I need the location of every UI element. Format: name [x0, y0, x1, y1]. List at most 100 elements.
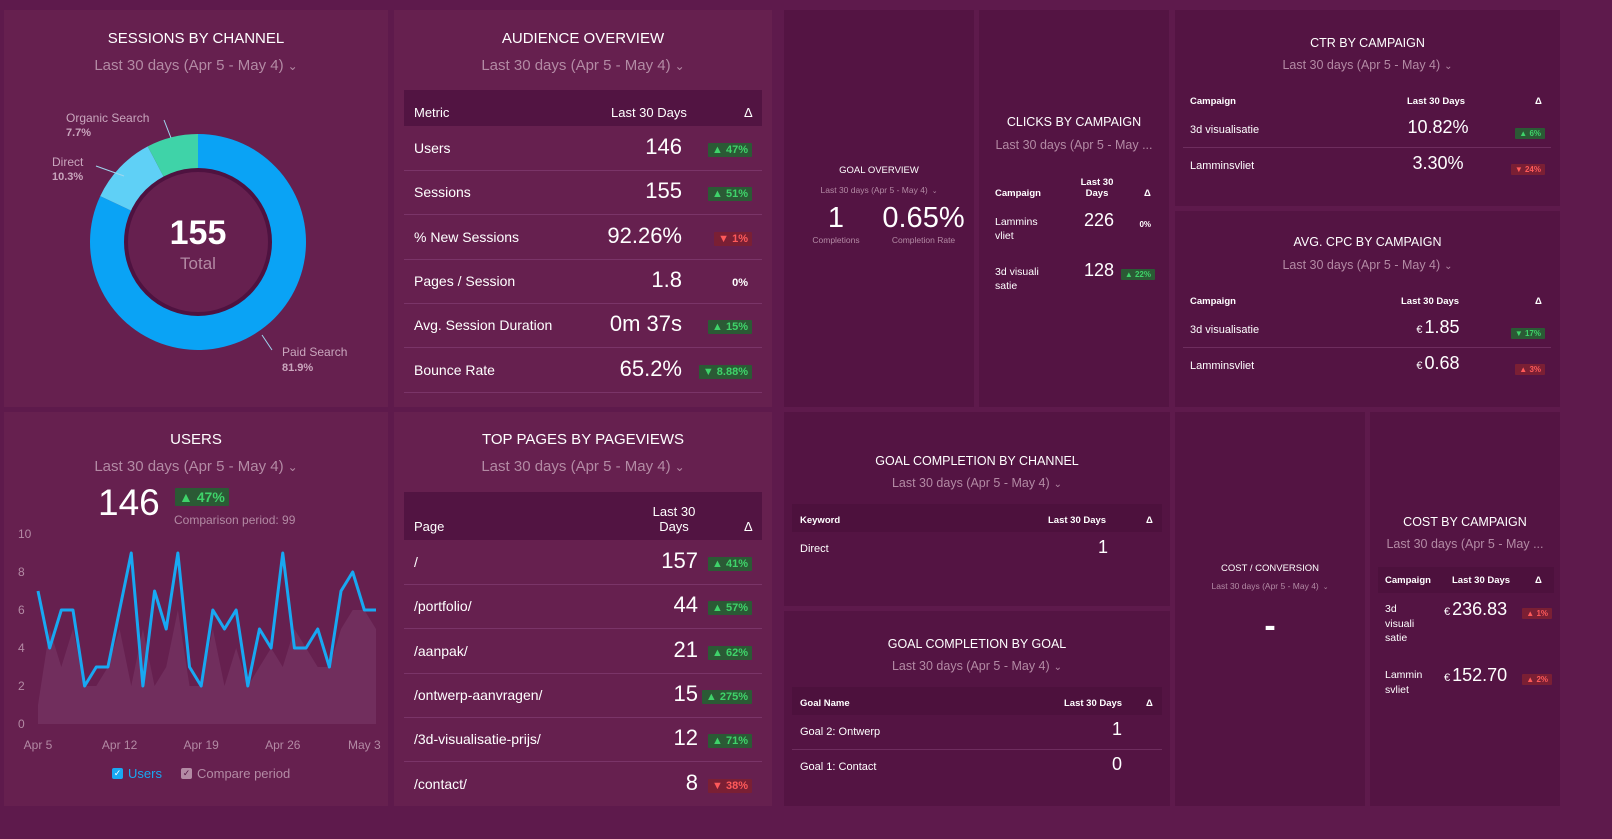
- cost-conversion-widget: COST / CONVERSION Last 30 days (Apr 5 - …: [1175, 412, 1365, 806]
- value-cell: 8: [685, 769, 698, 795]
- delta-cell: ▲ 6%: [1515, 123, 1545, 141]
- donut-chart: 155 Total Organic Search 7.7% Direct 10.…: [52, 111, 347, 374]
- delta-badge: ▲ 62%: [708, 645, 752, 660]
- header-campaign: Campaign: [1385, 575, 1431, 586]
- currency-symbol: €: [1416, 360, 1423, 372]
- campaign-cell: Lammins vliet: [995, 216, 1038, 242]
- header-last30: Last 30 Days: [652, 504, 696, 534]
- page-cell[interactable]: /aanpak/: [414, 642, 468, 659]
- goal-by-goal-widget: GOAL COMPLETION BY GOAL Last 30 days (Ap…: [784, 611, 1170, 806]
- goal-by-channel-widget: GOAL COMPLETION BY CHANNEL Last 30 days …: [784, 412, 1170, 606]
- page-cell[interactable]: /3d-visualisatie-prijs/: [414, 731, 541, 748]
- legend-compare[interactable]: ✓ Compare period: [181, 766, 291, 781]
- delta-badge: ▲ 57%: [708, 601, 752, 616]
- delta-cell: ▲ 51%: [708, 184, 752, 202]
- header-delta: Δ: [744, 105, 753, 120]
- header-delta: Δ: [1146, 515, 1153, 526]
- header-delta: Δ: [1144, 188, 1151, 199]
- metric-cell: % New Sessions: [414, 228, 520, 245]
- header-last30: Last 30 Days: [1048, 515, 1107, 526]
- table-row: % New Sessions 92.26% ▼ 1%: [404, 215, 762, 260]
- rate-value: 0.65%: [882, 202, 965, 234]
- chevron-down-icon: ⌄: [287, 460, 298, 474]
- chevron-down-icon: ⌄: [931, 188, 938, 195]
- currency-symbol: €: [1416, 324, 1423, 336]
- comparison-period: Comparison period: 99: [174, 513, 296, 527]
- value-cell: 0: [1111, 754, 1122, 774]
- campaign-cell: 3d visuali satie: [1385, 603, 1415, 644]
- delta-cell: ▲ 1%: [1522, 603, 1552, 621]
- label-paid-search: Paid Search: [282, 345, 347, 359]
- widget-title: AVG. CPC BY CAMPAIGN: [1293, 235, 1442, 249]
- audience-overview-widget: AUDIENCE OVERVIEW Last 30 days (Apr 5 - …: [394, 10, 772, 407]
- value-cell: €1.85: [1403, 317, 1473, 338]
- period-selector[interactable]: Last 30 days (Apr 5 - May 4) ⌄: [481, 458, 685, 475]
- metric-cell: Pages / Session: [414, 272, 516, 289]
- delta-badge: ▲ 47%: [708, 143, 752, 157]
- rate-label: Completion Rate: [891, 235, 956, 245]
- period-selector[interactable]: Last 30 days (Apr 5 - May 4) ⌄: [820, 185, 938, 195]
- widget-title: COST BY CAMPAIGN: [1403, 515, 1527, 529]
- top-pages-widget: TOP PAGES BY PAGEVIEWS Last 30 days (Apr…: [394, 412, 772, 806]
- period-selector[interactable]: Last 30 days (Apr 5 - May 4) ⌄: [891, 659, 1063, 673]
- completions-label: Completions: [812, 235, 860, 245]
- value-cell: 1: [1097, 537, 1108, 557]
- page-cell[interactable]: /: [414, 554, 418, 570]
- period-selector[interactable]: Last 30 days (Apr 5 - May 4) ⌄: [94, 458, 298, 475]
- delta-cell: ▲ 22%: [1120, 264, 1155, 282]
- campaign-cell: 3d visualisatie: [1190, 324, 1260, 336]
- y-tick-label: 8: [18, 565, 25, 579]
- table-row: Lammins vliet 226 0%: [987, 206, 1161, 254]
- clicks-by-campaign-widget: CLICKS BY CAMPAIGN Last 30 days (Apr 5 -…: [979, 10, 1169, 407]
- header-last30: Last 30 Days: [1064, 698, 1123, 709]
- table-row: 3d visualisatie 10.82% ▲ 6%: [1183, 112, 1551, 148]
- y-tick-label: 6: [18, 603, 25, 617]
- value-cell: 65.2%: [619, 355, 682, 381]
- metric-cell: Avg. Session Duration: [414, 317, 553, 334]
- donut-total: 155: [170, 214, 227, 252]
- period-selector[interactable]: Last 30 days (Apr 5 - May ...: [995, 138, 1153, 152]
- legend-users[interactable]: ✓ Users: [112, 766, 162, 781]
- header-delta: Δ: [1535, 296, 1542, 307]
- header-last30: Last 30 Days: [1407, 96, 1466, 107]
- period-selector[interactable]: Last 30 days (Apr 5 - May 4) ⌄: [891, 476, 1063, 490]
- delta-cell: ▲ 3%: [1515, 359, 1545, 377]
- delta-cell: ▲ 2%: [1522, 669, 1552, 687]
- ctr-by-campaign-widget: CTR BY CAMPAIGN Last 30 days (Apr 5 - Ma…: [1175, 10, 1560, 206]
- sessions-by-channel-widget: SESSIONS BY CHANNEL Last 30 days (Apr 5 …: [4, 10, 388, 407]
- table-row: Avg. Session Duration 0m 37s ▲ 15%: [404, 303, 762, 349]
- page-cell[interactable]: /contact/: [414, 775, 467, 792]
- table-row: 3d visuali satie €236.83 ▲ 1%: [1378, 596, 1554, 658]
- completions-value: 1: [827, 202, 845, 234]
- period-selector[interactable]: Last 30 days (Apr 5 - May 4) ⌄: [1211, 581, 1329, 591]
- period-selector[interactable]: Last 30 days (Apr 5 - May 4) ⌄: [1282, 58, 1453, 72]
- header-last30: Last 30 Days: [1401, 296, 1460, 307]
- table-row: Lammin svliet €152.70 ▲ 2%: [1378, 662, 1554, 724]
- donut-slice-paid-search[interactable]: [90, 134, 307, 350]
- period-selector[interactable]: Last 30 days (Apr 5 - May 4) ⌄: [481, 57, 685, 74]
- chevron-down-icon: ⌄: [1322, 584, 1329, 591]
- value-cell: €236.83: [1444, 599, 1507, 620]
- delta-badge: ▼ 17%: [1510, 328, 1545, 339]
- table-row: Lamminsvliet 3.30% ▼ 24%: [1183, 148, 1551, 183]
- table-row: Pages / Session 1.8 0%: [404, 259, 762, 304]
- period-selector[interactable]: Last 30 days (Apr 5 - May 4) ⌄: [1282, 258, 1453, 272]
- widget-title: TOP PAGES BY PAGEVIEWS: [481, 431, 685, 448]
- value-cell: €152.70: [1444, 665, 1507, 686]
- donut-slice-direct[interactable]: [100, 146, 165, 212]
- widget-title: GOAL COMPLETION BY CHANNEL: [875, 454, 1079, 468]
- delta-badge: ▲ 15%: [708, 320, 752, 335]
- value-cell: 1.8: [651, 266, 682, 292]
- table-row: Sessions 155 ▲ 51%: [404, 170, 762, 216]
- value-cell: 157: [661, 548, 698, 573]
- page-cell[interactable]: /ontwerp-aanvragen/: [414, 686, 543, 703]
- period-selector[interactable]: Last 30 days (Apr 5 - May ...: [1386, 537, 1544, 551]
- header-delta: Δ: [744, 519, 753, 534]
- donut-slice-organic-search[interactable]: [147, 134, 198, 179]
- page-cell[interactable]: /portfolio/: [414, 598, 472, 615]
- x-tick-label: Apr 26: [265, 738, 301, 752]
- delta-badge: ▼ 24%: [1510, 164, 1545, 175]
- y-tick-label: 0: [18, 717, 25, 731]
- table-row: Goal 1: Contact 0: [792, 750, 1162, 784]
- period-selector[interactable]: Last 30 days (Apr 5 - May 4) ⌄: [94, 57, 298, 74]
